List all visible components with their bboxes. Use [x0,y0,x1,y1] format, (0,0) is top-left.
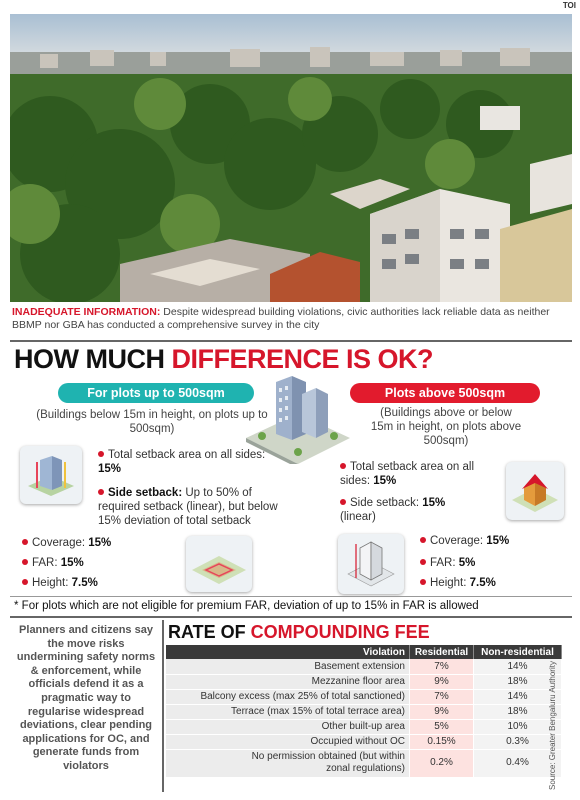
bullet-icon [22,539,28,545]
small-plots-label: For plots up to 500sqm [58,383,254,403]
large-side-setback: Side setback: 15% (linear) [340,497,446,523]
bullet-icon [340,463,346,469]
table-row: Terrace (max 15% of total terrace area) 9… [166,704,562,720]
fee-table-header: Violation Residential Non-residential [166,645,562,659]
small-plots-note: (Buildings below 15m in height, on plots… [36,409,268,435]
large-plots-note: (Buildings above or below 15m in height,… [370,407,522,447]
photo-caption: INADEQUATE INFORMATION: Despite widespre… [12,306,570,332]
small-coverage: Coverage: 15% [22,536,111,550]
bullet-icon [420,579,426,585]
bullet-icon [340,499,346,505]
compounding-fee-table: Violation Residential Non-residential Ba… [166,645,562,778]
large-plots-label: Plots above 500sqm [350,383,540,403]
building-height-icon [338,534,404,594]
column-divider [162,620,164,792]
building-setback-icon [20,446,82,504]
headline-part1: HOW MUCH [14,344,172,374]
caption-lead: INADEQUATE INFORMATION: [12,306,161,318]
table-row: Balcony excess (max 25% of total sanctio… [166,689,562,705]
small-setback-total: Total setback area on all sides: 15% [98,449,266,475]
table-row: Other built-up area 5% 10% [166,719,562,735]
divider [10,340,572,342]
bullet-icon [98,489,104,495]
column-header: Violation [166,645,410,659]
large-setback-total: Total setback area on all sides: 15% [340,461,475,487]
bullet-icon [420,559,426,565]
plot-coverage-icon [186,536,252,592]
headline-part2: DIFFERENCE IS OK? [171,344,433,374]
footnote: * For plots which are not eligible for p… [14,600,479,612]
divider [10,616,572,618]
large-far: FAR: 5% [420,556,475,570]
building-illustration [246,372,350,468]
source-credit: Source: Greater Bengaluru Authority [548,661,557,790]
table-row: Mezzanine floor area 9% 18% [166,674,562,690]
divider [10,596,572,597]
brand-logo: TOI [562,1,576,10]
headline: HOW MUCH DIFFERENCE IS OK? [14,344,433,375]
table-row: Basement extension 7% 14% [166,659,562,675]
table-row: No permission obtained (but within zonal… [166,749,562,778]
bullet-icon [98,451,104,457]
column-header: Residential [409,645,474,659]
caption-text: Despite widespread building violations, … [12,306,550,331]
bullet-icon [22,579,28,585]
small-side-setback: Side setback: Up to 50% of required setb… [98,487,278,527]
large-height: Height: 7.5% [420,576,496,590]
bullet-icon [420,537,426,543]
small-far: FAR: 15% [22,556,84,570]
side-commentary: Planners and citizens say the move risks… [16,624,156,772]
column-header: Non-residential [473,645,562,659]
house-setback-icon [506,462,564,520]
small-height: Height: 7.5% [22,576,98,590]
bullet-icon [22,559,28,565]
table-row: Occupied without OC 0.15% 0.3% [166,734,562,750]
small-setback-total-value: 15% [98,463,122,475]
city-aerial-photo [10,14,572,302]
large-coverage: Coverage: 15% [420,534,509,548]
fee-title: RATE OF COMPOUNDING FEE [168,622,430,642]
